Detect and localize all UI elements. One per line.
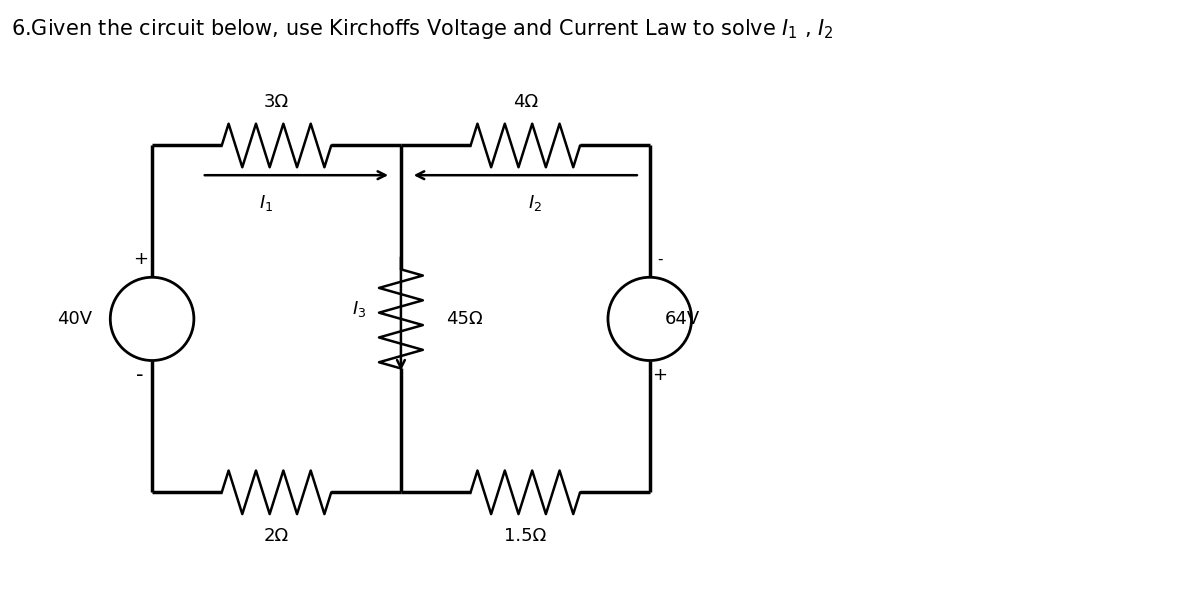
Text: $I_3$: $I_3$ [352, 299, 366, 319]
Text: 40V: 40V [58, 310, 92, 328]
Text: 6.Given the circuit below, use Kirchoffs Voltage and Current Law to solve $I_1$ : 6.Given the circuit below, use Kirchoffs… [11, 17, 834, 41]
Text: -: - [656, 252, 662, 267]
Text: 64V: 64V [665, 310, 700, 328]
Text: +: + [133, 251, 148, 268]
Text: 3Ω: 3Ω [264, 93, 289, 111]
Text: -: - [137, 365, 144, 386]
Text: 1.5Ω: 1.5Ω [504, 527, 546, 545]
Text: $I_1$: $I_1$ [259, 193, 274, 213]
Text: 45Ω: 45Ω [445, 310, 482, 328]
Text: $I_2$: $I_2$ [528, 193, 542, 213]
Text: +: + [653, 367, 667, 384]
Text: 4Ω: 4Ω [512, 93, 538, 111]
Text: 2Ω: 2Ω [264, 527, 289, 545]
